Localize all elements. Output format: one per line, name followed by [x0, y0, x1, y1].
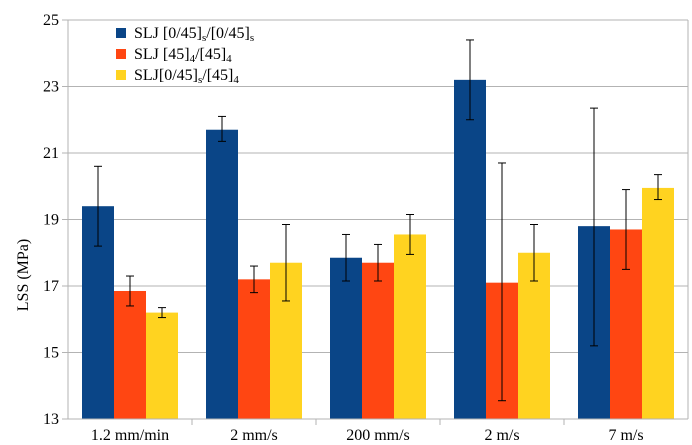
- x-tick-label: 1.2 mm/min: [91, 427, 169, 444]
- legend-swatch: [116, 49, 126, 59]
- y-tick-label: 13: [43, 411, 59, 428]
- legend-swatch: [116, 70, 126, 80]
- bar: [394, 234, 426, 419]
- bar: [454, 79, 486, 419]
- y-tick-label: 19: [43, 212, 59, 229]
- legend-swatch: [116, 28, 126, 38]
- y-tick-label: 15: [43, 345, 59, 362]
- legend-label: SLJ[0/45]s/[45]4: [134, 67, 239, 86]
- x-tick-labels: 1.2 mm/min 2 mm/s 200 mm/s 2 m/s 7 m/s: [91, 427, 644, 444]
- bar: [114, 290, 146, 419]
- bar: [206, 129, 238, 419]
- y-tick-label: 25: [43, 12, 59, 29]
- bar: [146, 312, 178, 419]
- y-axis-title: LSS (MPa): [15, 239, 32, 311]
- x-tick-label: 200 mm/s: [346, 427, 410, 444]
- x-tick-label: 2 mm/s: [230, 427, 278, 444]
- error-bars: [94, 39, 662, 402]
- y-tick-label: 23: [43, 79, 59, 96]
- y-tick-labels: 13 15 17 19 21 23 25: [43, 12, 59, 428]
- y-tick-label: 17: [43, 278, 59, 295]
- legend-label: SLJ [0/45]s/[0/45]s: [134, 25, 254, 44]
- bar: [238, 279, 270, 419]
- bar: [642, 187, 674, 419]
- bar: [362, 262, 394, 419]
- axes: [67, 20, 689, 425]
- legend-label: SLJ [45]4/[45]4: [134, 46, 232, 65]
- legend: SLJ [0/45]s/[0/45]s SLJ [45]4/[45]4 SLJ[0/…: [116, 25, 254, 86]
- y-tick-label: 21: [43, 145, 59, 162]
- x-tick-label: 2 m/s: [484, 427, 519, 444]
- bars: [82, 79, 674, 419]
- x-tick-label: 7 m/s: [608, 427, 643, 444]
- bar: [330, 257, 362, 419]
